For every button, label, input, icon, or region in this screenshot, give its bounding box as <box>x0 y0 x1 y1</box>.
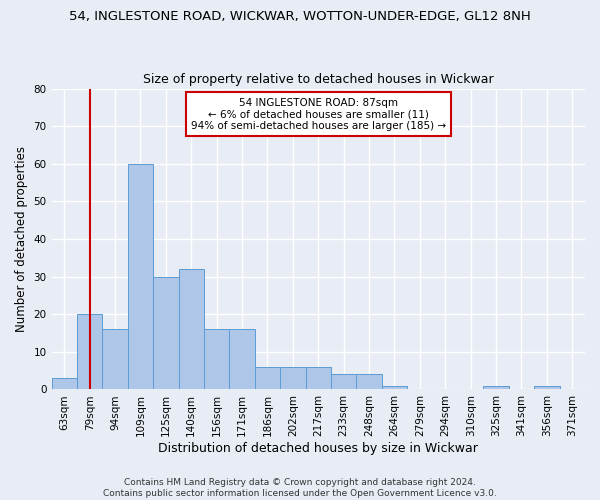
Bar <box>534 386 560 390</box>
Bar <box>255 367 280 390</box>
Text: 54, INGLESTONE ROAD, WICKWAR, WOTTON-UNDER-EDGE, GL12 8NH: 54, INGLESTONE ROAD, WICKWAR, WOTTON-UND… <box>69 10 531 23</box>
X-axis label: Distribution of detached houses by size in Wickwar: Distribution of detached houses by size … <box>158 442 478 455</box>
Y-axis label: Number of detached properties: Number of detached properties <box>15 146 28 332</box>
Bar <box>382 386 407 390</box>
Bar <box>179 269 204 390</box>
Bar <box>103 330 128 390</box>
Bar <box>484 386 509 390</box>
Bar <box>331 374 356 390</box>
Bar <box>204 330 229 390</box>
Bar <box>356 374 382 390</box>
Bar <box>229 330 255 390</box>
Bar <box>77 314 103 390</box>
Bar <box>305 367 331 390</box>
Text: Contains HM Land Registry data © Crown copyright and database right 2024.
Contai: Contains HM Land Registry data © Crown c… <box>103 478 497 498</box>
Bar <box>52 378 77 390</box>
Bar <box>153 276 179 390</box>
Title: Size of property relative to detached houses in Wickwar: Size of property relative to detached ho… <box>143 73 494 86</box>
Text: 54 INGLESTONE ROAD: 87sqm
← 6% of detached houses are smaller (11)
94% of semi-d: 54 INGLESTONE ROAD: 87sqm ← 6% of detach… <box>191 98 446 131</box>
Bar <box>280 367 305 390</box>
Bar <box>128 164 153 390</box>
